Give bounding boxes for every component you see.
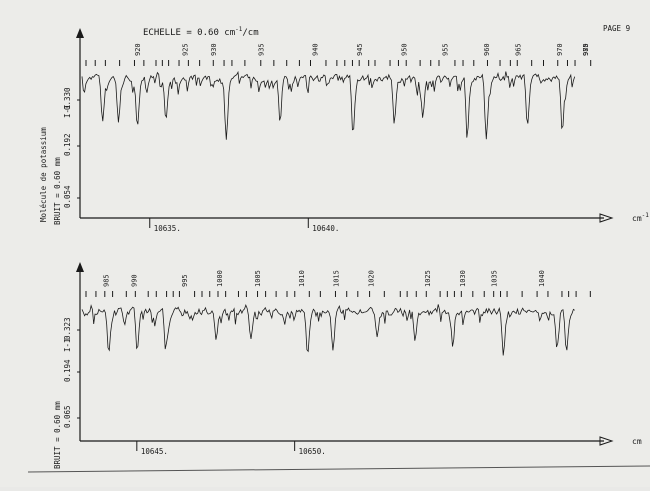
x-tick-label: 10650. (299, 447, 326, 456)
line-number-label: 960 (483, 43, 491, 56)
scale-exponent: -1 (235, 26, 243, 33)
line-number-label: 1000 (216, 270, 224, 287)
line-number-label: 1020 (367, 270, 375, 287)
scale-unit-suffix: /cm (242, 28, 258, 38)
y-tick-label: 0.065 (63, 405, 72, 428)
line-number-label: 970 (556, 43, 564, 56)
y-axis-arrow (76, 262, 84, 272)
spectrum-trace (81, 70, 576, 140)
line-number-label: 1040 (538, 270, 546, 287)
line-number-label: 1015 (333, 270, 341, 287)
x-axis-arrow (599, 436, 614, 446)
y-tick-label: 0.192 (63, 133, 72, 156)
intensity-symbol: I-I (63, 338, 72, 352)
y-tick-label: 0.054 (63, 185, 72, 208)
page-label: PAGE 9 (603, 24, 630, 33)
line-number-label: 920 (134, 43, 142, 56)
line-number-label: 985 (102, 274, 110, 287)
line-number-label: 1025 (424, 270, 432, 287)
x-tick-label: 10645. (141, 447, 168, 456)
y-tick-label: 0.194 (63, 359, 72, 382)
x-axis-arrow (599, 213, 614, 223)
line-number-label: 1005 (254, 270, 262, 287)
line-number-label: 1010 (298, 270, 306, 287)
line-number-label: 995 (181, 274, 189, 287)
x-tick-label: 10635. (154, 224, 181, 233)
line-number-label: 925 (182, 43, 190, 56)
line-number-label: 990 (131, 274, 139, 287)
line-number-label: 980 (582, 43, 590, 56)
line-number-label: 965 (515, 43, 523, 56)
side-label: Molécule de potassium (39, 127, 48, 222)
x-tick-label: 10640. (312, 224, 339, 233)
line-number-label: 1030 (459, 270, 467, 287)
x-unit-label: cm-1 (632, 212, 649, 223)
line-number-label: 935 (258, 43, 266, 56)
x-unit-label: cm (632, 437, 642, 446)
line-number-label: 945 (356, 43, 364, 56)
spectrum-trace (81, 303, 575, 356)
noise-label: BRUIT = 0.60 mm (53, 401, 62, 469)
intensity-symbol: I-I (63, 104, 72, 118)
scale-label: ECHELLE = 0.60 cm-1/cm (143, 26, 259, 38)
y-tick-label: 0.330 (63, 87, 72, 110)
line-number-label: 975 (582, 43, 590, 56)
spectrum-panel-bottom: cm 0.323 0.194 0.065 I-I BRUIT = 0.60 mm 10645… (53, 262, 642, 469)
noise-label: BRUIT = 0.60 mm (53, 157, 62, 225)
line-number-label: 950 (400, 43, 408, 56)
spectrum-panel-top: cm-1 0.330 0.192 0.054 I-I BRUIT = 0.60 mm 106… (53, 28, 649, 233)
line-number-label: 1035 (491, 270, 499, 287)
line-number-label: 930 (210, 43, 218, 56)
y-axis-arrow (76, 28, 84, 38)
y-tick-label: 0.323 (63, 317, 72, 340)
line-number-label: 955 (442, 43, 450, 56)
line-number-label: 940 (312, 43, 320, 56)
